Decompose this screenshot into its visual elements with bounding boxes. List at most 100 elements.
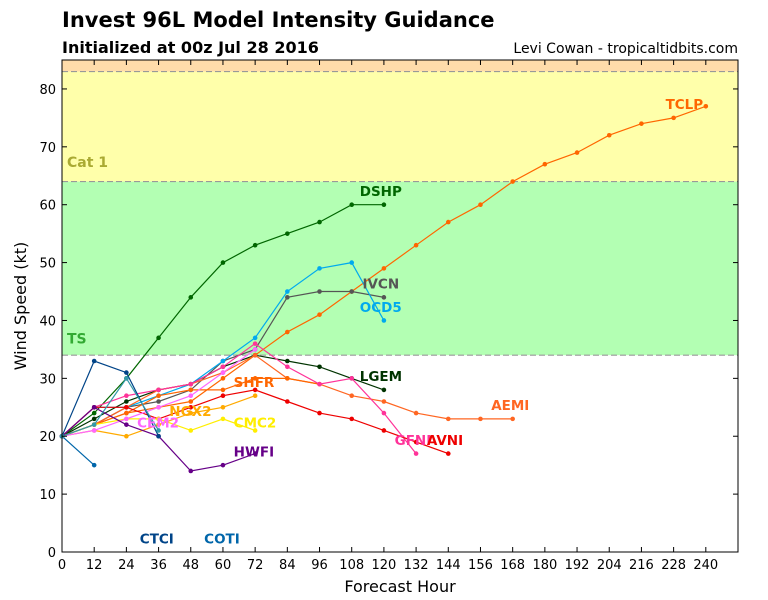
band-2 [62,60,738,72]
data-point [349,260,355,265]
series-unlabeled-15 [59,376,161,439]
data-point [124,404,129,410]
series-label-ngx2: NGX2 [169,404,211,420]
x-tick-label: 180 [532,558,557,573]
data-point [252,428,258,433]
data-point [349,376,355,381]
series-gfni [59,341,419,456]
data-point [478,416,483,422]
data-point [91,422,97,427]
data-point [445,451,451,456]
x-tick-label: 216 [629,558,654,573]
x-axis-label: Forecast Hour [344,577,456,596]
data-point [285,231,290,236]
series-label-ctci: CTCI [140,531,174,547]
x-tick-label: 48 [182,558,199,573]
data-point [156,428,161,433]
x-tick-label: 60 [215,558,232,573]
data-point [220,462,226,468]
data-point [220,387,226,393]
data-point [220,364,226,370]
data-point [285,358,290,364]
data-point [91,462,97,468]
x-tick-label: 24 [118,558,135,573]
data-point [381,202,387,208]
x-tick-label: 108 [339,558,364,573]
axes: 0 12 24 36 48 60 72 84 96 108 120 132 144 156 168 180 19… [39,60,738,573]
data-point [317,381,322,387]
data-point [188,410,194,416]
data-point [381,399,387,404]
data-point [156,416,161,422]
x-tick-label: 156 [468,558,493,573]
x-tick-label: 228 [661,558,686,573]
series-label-coti: COTI [204,531,240,547]
band-labels: TS Cat 1 [67,155,108,348]
x-tick-label: 144 [436,558,461,573]
data-point [252,387,258,393]
data-point [252,376,258,381]
data-point [252,335,258,341]
data-point [381,410,387,416]
data-point [188,428,194,433]
data-point [91,358,97,364]
data-point [381,295,387,300]
data-point [639,121,644,126]
data-point [510,179,515,184]
data-point [671,115,676,121]
series-label-ocd5: OCD5 [360,300,402,316]
data-point [381,318,387,323]
data-point [124,370,129,375]
y-tick-label: 80 [39,83,56,98]
data-point [542,161,548,167]
y-tick-label: 60 [39,199,56,214]
y-tick-label: 70 [39,141,56,156]
series-line [61,435,95,466]
y-tick-label: 10 [39,488,56,503]
data-point [381,428,387,433]
series-line [61,377,160,437]
data-point [156,393,161,399]
data-point [156,433,161,439]
data-point [188,393,194,399]
data-point [156,335,161,341]
data-point [349,202,355,208]
chart-title: Invest 96L Model Intensity Guidance [62,8,495,32]
data-point [252,393,258,399]
series-label-cem2: CEM2 [137,416,179,432]
x-tick-label: 240 [693,558,718,573]
data-point [220,370,226,375]
data-point [188,295,194,300]
data-point [156,422,161,427]
series-line [61,342,417,454]
data-point [220,260,226,265]
data-point [188,387,194,393]
data-point [220,393,226,399]
data-point [285,364,290,370]
data-point [124,433,129,439]
data-point [91,428,97,433]
plot-frame [61,59,739,553]
chart-credit: Levi Cowan - tropicaltidbits.com [513,41,738,57]
chart-subtitle: Initialized at 00z Jul 28 2016 [62,38,319,57]
data-point [156,387,161,393]
data-point [285,289,290,294]
series-label-dshp: DSHP [360,184,402,200]
series-label-tclp: TCLP [666,97,704,113]
data-point [188,381,194,387]
data-point [349,416,355,422]
y-tick-label: 50 [39,257,56,272]
data-point [188,399,194,404]
data-point [220,404,226,410]
y-tick-label: 30 [39,372,56,387]
data-point [317,410,322,416]
x-tick-label: 36 [150,558,167,573]
series-label-hwfi: HWFI [234,444,274,460]
data-point [349,289,355,294]
data-point [124,376,129,381]
data-point [510,416,515,422]
x-tick-label: 0 [58,558,66,573]
x-tick-label: 72 [247,558,264,573]
data-point [220,416,226,422]
